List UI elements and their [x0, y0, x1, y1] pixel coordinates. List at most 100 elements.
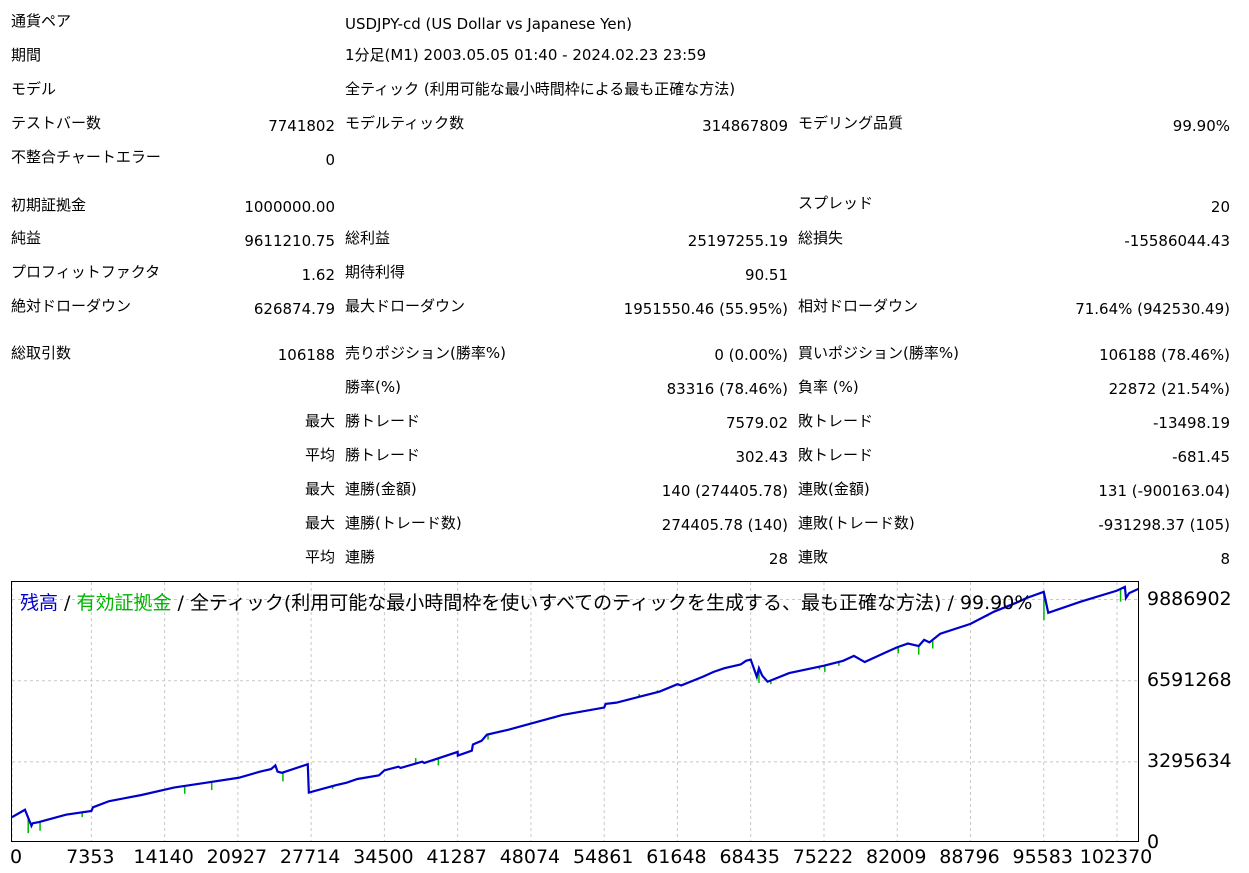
- consec-win-count-value: 274405.78 (140): [661, 516, 788, 534]
- x-tick-label: 82009: [865, 846, 927, 868]
- legend-sep: /: [58, 592, 77, 614]
- model-ticks-label: モデルティック数: [345, 114, 465, 132]
- short-positions-label: 売りポジション(勝率%): [345, 344, 506, 362]
- max-loss-trade-value: -13498.19: [1153, 414, 1230, 432]
- x-tick-label: 54861: [572, 846, 634, 868]
- abs-drawdown-value: 626874.79: [253, 300, 335, 318]
- y-tick-label: 0: [1147, 831, 1160, 853]
- legend-model-text: 全ティック(利用可能な最小時間枠を使いすべてのティックを生成する、最も正確な方法…: [190, 592, 1033, 614]
- legend-equity: 有効証拠金: [76, 592, 172, 614]
- x-tick-label: 0: [10, 846, 23, 868]
- avg-loss-trade-value: -681.45: [1172, 448, 1230, 466]
- initial-deposit-label: 初期証拠金: [11, 196, 87, 214]
- consec-loss-amount-label: 連敗(金額): [798, 480, 870, 498]
- avg-label-2: 平均: [304, 548, 335, 566]
- profit-factor-label: プロフィットファクタ: [11, 263, 161, 281]
- test-bars-label: テストバー数: [11, 114, 102, 132]
- gross-loss-value: -15586044.43: [1124, 232, 1230, 250]
- max-drawdown-value: 1951550.46 (55.95%): [623, 300, 788, 318]
- win-rate-value: 83316 (78.46%): [666, 380, 788, 398]
- x-tick-label: 7353: [66, 846, 115, 868]
- test-bars-value: 7741802: [268, 117, 335, 135]
- model-ticks-value: 314867809: [702, 117, 788, 135]
- y-tick-label: 3295634: [1147, 749, 1232, 772]
- y-tick-label: 9886902: [1147, 587, 1232, 610]
- max-label-2: 最大: [304, 480, 335, 498]
- currency-pair-value: USDJPY-cd (US Dollar vs Japanese Yen): [345, 15, 632, 33]
- model-label: モデル: [11, 80, 57, 98]
- max-label-3: 最大: [304, 514, 335, 532]
- y-tick-label: 6591268: [1147, 668, 1232, 691]
- x-tick-label: 95583: [1012, 846, 1073, 868]
- avg-label-1: 平均: [304, 446, 335, 464]
- expected-payoff-label: 期待利得: [345, 263, 406, 281]
- model-value: 全ティック (利用可能な最小時間枠による最も正確な方法): [345, 80, 736, 98]
- net-profit-label: 純益: [11, 229, 42, 247]
- max-drawdown-label: 最大ドローダウン: [345, 297, 466, 315]
- spread-label: スプレッド: [798, 194, 874, 212]
- legend-sep: /: [171, 592, 190, 614]
- modeling-quality-label: モデリング品質: [798, 114, 904, 132]
- max-win-trade-value: 7579.02: [725, 414, 788, 432]
- consec-win-amount-label: 連勝(金額): [345, 480, 417, 498]
- balance-chart-plot: [12, 582, 1138, 841]
- net-profit-value: 9611210.75: [244, 232, 335, 250]
- max-win-trade-label: 勝トレード: [345, 412, 421, 430]
- x-tick-label: 61648: [646, 846, 707, 868]
- short-positions-value: 0 (0.00%): [714, 346, 788, 364]
- x-tick-label: 68435: [719, 846, 780, 868]
- abs-drawdown-label: 絶対ドローダウン: [11, 297, 132, 315]
- x-tick-label: 48074: [499, 846, 561, 868]
- consec-win-count-label: 連勝(トレード数): [345, 514, 462, 532]
- x-tick-label: 20927: [206, 846, 268, 868]
- x-tick-label: 14140: [133, 846, 194, 868]
- spread-value: 20: [1210, 198, 1230, 216]
- initial-deposit-value: 1000000.00: [244, 198, 335, 216]
- expected-payoff-value: 90.51: [745, 266, 788, 284]
- x-tick-label: 41287: [426, 846, 487, 868]
- max-label-1: 最大: [304, 412, 335, 430]
- avg-consec-win-value: 28: [768, 550, 788, 568]
- avg-consec-loss-label: 連敗: [798, 548, 829, 566]
- x-tick-label: 75222: [792, 846, 854, 868]
- avg-consec-loss-value: 8: [1220, 550, 1230, 568]
- currency-pair-label: 通貨ペア: [11, 12, 72, 30]
- loss-rate-value: 22872 (21.54%): [1108, 380, 1230, 398]
- gross-loss-label: 総損失: [798, 229, 844, 247]
- chart-legend: 残高 / 有効証拠金 / 全ティック(利用可能な最小時間枠を使いすべてのティック…: [20, 591, 1032, 615]
- period-label: 期間: [11, 46, 42, 64]
- avg-win-trade-label: 勝トレード: [345, 446, 421, 464]
- legend-balance: 残高: [20, 592, 59, 614]
- total-trades-value: 106188: [277, 346, 335, 364]
- rel-drawdown-value: 71.64% (942530.49): [1075, 300, 1230, 318]
- equity-series: [27, 588, 1122, 834]
- balance-line: [12, 585, 1138, 829]
- avg-consec-win-label: 連勝: [345, 548, 376, 566]
- long-positions-label: 買いポジション(勝率%): [798, 344, 959, 362]
- chart-grid: [12, 582, 1138, 841]
- x-tick-label: 34500: [353, 846, 414, 868]
- modeling-quality-value: 99.90%: [1172, 117, 1230, 135]
- gross-profit-value: 25197255.19: [687, 232, 788, 250]
- consec-loss-count-label: 連敗(トレード数): [798, 514, 915, 532]
- loss-rate-label: 負率 (%): [798, 378, 859, 396]
- consec-loss-amount-value: 131 (-900163.04): [1098, 482, 1230, 500]
- max-loss-trade-label: 敗トレード: [798, 412, 874, 430]
- x-tick-label: 27714: [279, 846, 341, 868]
- long-positions-value: 106188 (78.46%): [1099, 346, 1230, 364]
- win-rate-label: 勝率(%): [345, 378, 401, 396]
- avg-win-trade-value: 302.43: [735, 448, 789, 466]
- balance-series: [12, 585, 1138, 829]
- x-tick-label: 102370: [1079, 846, 1153, 868]
- avg-loss-trade-label: 敗トレード: [798, 446, 874, 464]
- period-value: 1分足(M1) 2003.05.05 01:40 - 2024.02.23 23…: [345, 46, 707, 64]
- consec-win-amount-value: 140 (274405.78): [661, 482, 788, 500]
- gross-profit-label: 総利益: [345, 229, 391, 247]
- profit-factor-value: 1.62: [301, 266, 335, 284]
- chart-errors-value: 0: [325, 151, 335, 169]
- consec-loss-count-value: -931298.37 (105): [1098, 516, 1230, 534]
- rel-drawdown-label: 相対ドローダウン: [798, 297, 919, 315]
- x-tick-label: 88796: [939, 846, 1000, 868]
- chart-errors-label: 不整合チャートエラー: [11, 148, 161, 166]
- balance-chart: 残高 / 有効証拠金 / 全ティック(利用可能な最小時間枠を使いすべてのティック…: [11, 581, 1139, 842]
